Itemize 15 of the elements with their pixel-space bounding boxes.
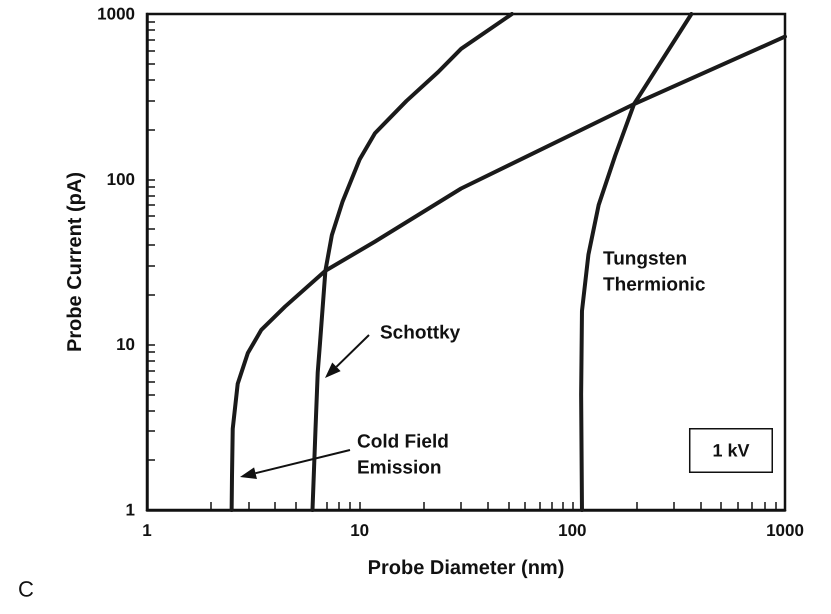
x-tick-label: 10	[350, 521, 370, 540]
x-axis-title: Probe Diameter (nm)	[368, 557, 564, 579]
annotation: Cold Field Emission	[357, 432, 449, 478]
y-tick-label: 10	[116, 335, 135, 354]
y-axis-title: Probe Current (pA)	[64, 172, 86, 352]
x-tick-label: 1	[142, 521, 152, 540]
y-tick-label: 1	[126, 500, 135, 520]
text: C	[18, 576, 34, 602]
x-tick-label: 100	[558, 521, 587, 540]
annotation: Tungsten Thermionic	[603, 248, 706, 296]
annotation: 1 kV	[712, 440, 750, 460]
annotation: Schottky	[380, 322, 461, 344]
y-tick-label: 1000	[97, 4, 135, 24]
x-tick-label: 1000	[766, 521, 804, 540]
y-tick-label: 100	[106, 170, 135, 189]
